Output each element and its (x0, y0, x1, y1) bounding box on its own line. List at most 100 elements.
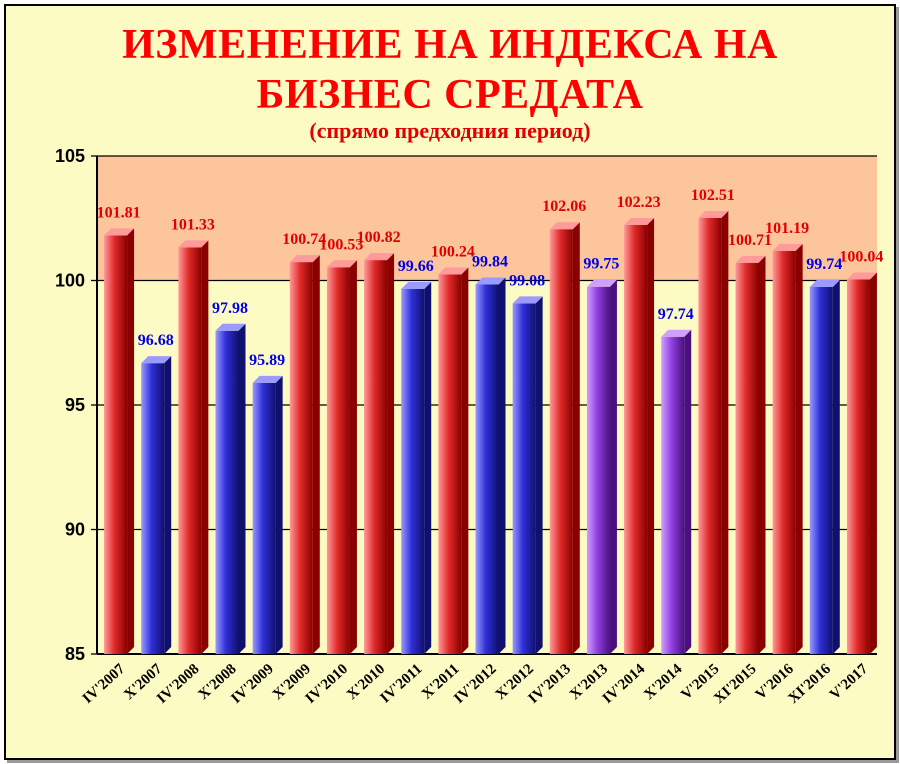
bar-top (289, 255, 320, 263)
bar-front (215, 330, 239, 654)
bar-front (475, 284, 499, 654)
x-tick-label: IV'2010 (303, 661, 351, 707)
bar (512, 296, 543, 654)
bar-side (275, 375, 283, 654)
x-tick-label: V'2017 (827, 661, 872, 703)
bar (438, 267, 469, 654)
data-label: 96.68 (138, 332, 174, 349)
bar-front (772, 250, 796, 654)
bar-front (661, 336, 685, 654)
bar-top (549, 222, 580, 230)
bar-front (549, 229, 573, 654)
bar-top (661, 329, 692, 337)
data-label: 97.74 (658, 306, 694, 323)
bar-chart: 859095100105101.81IV'200796.68X'2007101.… (55, 146, 883, 707)
data-label: 102.51 (691, 187, 735, 204)
bar-front (326, 267, 350, 654)
bar-top (326, 260, 357, 268)
bar-top (809, 279, 840, 287)
chart-frame: ИЗМЕНЕНИЕ НА ИНДЕКСА НА БИЗНЕС СРЕДАТА (… (4, 4, 896, 760)
bar (698, 211, 729, 654)
bar (846, 272, 877, 654)
data-label: 99.75 (583, 256, 619, 273)
x-tick-label: IV'2011 (378, 661, 426, 706)
bar (809, 279, 840, 654)
bar-side (795, 243, 803, 654)
x-tick-label: IV'2012 (451, 661, 499, 707)
bar-side (572, 222, 580, 654)
data-label: 100.24 (431, 244, 475, 261)
data-label: 101.33 (171, 216, 215, 233)
y-tick-label: 90 (65, 520, 85, 540)
bar-front (512, 303, 536, 654)
bar (215, 323, 246, 654)
data-label: 95.89 (249, 352, 285, 369)
bar-front (289, 262, 313, 654)
x-tick-label: IV'2009 (228, 661, 276, 707)
bar-side (312, 255, 320, 654)
bar-side (832, 279, 840, 654)
bar-front (624, 224, 648, 654)
data-label: 97.98 (212, 300, 248, 317)
bar-top (512, 296, 543, 304)
bar-front (401, 288, 425, 654)
y-tick-label: 85 (65, 644, 85, 664)
bar-top (698, 211, 729, 219)
bar-top (735, 255, 766, 263)
bar-top (401, 281, 432, 289)
bar (141, 356, 172, 654)
bar-side (721, 211, 729, 654)
bar (661, 329, 692, 654)
bar-front (104, 235, 128, 654)
bar (178, 240, 209, 654)
bar-front (438, 274, 462, 654)
data-label: 100.74 (282, 231, 326, 248)
bar-top (772, 243, 803, 251)
bar (289, 255, 320, 654)
bar (364, 253, 395, 654)
x-tick-label: XI'2016 (785, 661, 834, 707)
bar (104, 228, 135, 654)
x-tick-label: XI'2015 (711, 661, 759, 707)
bar-top (104, 228, 135, 236)
bar-front (141, 363, 165, 654)
bar-front (178, 247, 202, 654)
bar-side (535, 296, 543, 654)
bar-top (586, 279, 617, 287)
bar-side (498, 277, 506, 654)
data-label: 99.08 (509, 272, 545, 289)
bar-front (252, 382, 276, 654)
bar (252, 375, 283, 654)
x-tick-label: IV'2007 (80, 661, 129, 707)
bar (475, 277, 506, 654)
data-label: 99.74 (806, 256, 842, 273)
bar-side (349, 260, 357, 654)
bar (772, 243, 803, 654)
bar-side (387, 253, 395, 654)
bar-side (461, 267, 469, 654)
data-label: 99.66 (398, 258, 434, 275)
bar-top (475, 277, 506, 285)
bar-top (624, 217, 655, 225)
data-label: 100.82 (357, 229, 401, 246)
bar-side (164, 356, 172, 654)
bar-side (869, 272, 877, 654)
bar (549, 222, 580, 654)
bar-side (201, 240, 209, 654)
bar (401, 281, 432, 654)
data-label: 102.06 (542, 198, 586, 215)
bar-top (215, 323, 246, 331)
y-tick-label: 95 (65, 395, 85, 415)
bar-front (586, 286, 610, 654)
bar-front (846, 279, 870, 654)
y-tick-label: 105 (55, 146, 85, 166)
bar-side (424, 281, 432, 654)
x-tick-label: IV'2008 (154, 661, 202, 707)
data-label: 99.84 (472, 253, 508, 270)
bar (326, 260, 357, 654)
bar-top (178, 240, 209, 248)
bar-front (698, 218, 722, 654)
bar-side (609, 279, 617, 654)
chart-title-line-1: ИЗМЕНЕНИЕ НА ИНДЕКСА НА (122, 22, 778, 68)
data-label: 100.71 (728, 232, 772, 249)
